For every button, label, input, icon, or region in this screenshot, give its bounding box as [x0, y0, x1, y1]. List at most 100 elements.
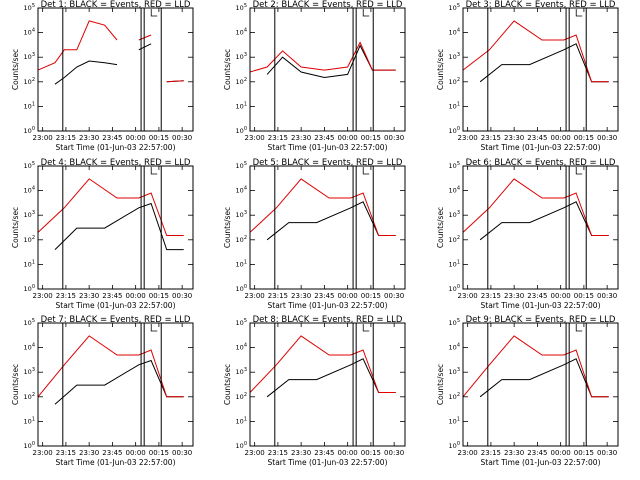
y-tick-label: 100: [449, 441, 460, 450]
x-tick-label: 23:00: [33, 134, 53, 142]
plot-frame: [462, 322, 619, 447]
series-line-lld: [249, 178, 396, 236]
x-tick-label: 23:00: [458, 449, 478, 457]
y-tick-label: 105: [24, 3, 35, 12]
series-line-lld: [37, 335, 184, 398]
x-axis-label: Start Time (01-Jun-03 22:57:00): [481, 458, 601, 467]
y-tick-label: 104: [236, 186, 247, 195]
y-tick-label: 101: [24, 259, 35, 268]
y-tick-label: 102: [236, 392, 247, 401]
y-tick-label: 103: [449, 210, 460, 219]
plot-frame: [249, 7, 406, 132]
step-marker: [575, 324, 583, 332]
plot-frame: [249, 322, 406, 447]
x-tick-label: 00:30: [384, 292, 404, 300]
y-tick-label: 102: [449, 77, 460, 86]
panel-title: Det 5: BLACK = Events, RED = LLD: [253, 158, 403, 168]
x-tick-label: 23:45: [102, 449, 122, 457]
step-marker: [150, 324, 158, 332]
y-tick-label: 101: [449, 101, 460, 110]
series-line-lld: [462, 20, 609, 83]
x-tick-label: 23:00: [33, 292, 53, 300]
y-tick-label: 104: [24, 186, 35, 195]
x-tick-label: 23:15: [481, 449, 501, 457]
x-tick-label: 23:45: [527, 134, 547, 142]
y-tick-label: 102: [24, 392, 35, 401]
x-tick-label: 23:45: [527, 449, 547, 457]
y-tick-label: 104: [236, 28, 247, 37]
y-tick-label: 104: [24, 343, 35, 352]
y-tick-label: 102: [449, 392, 460, 401]
series-line-lld: [37, 178, 184, 236]
x-tick-label: 00:00: [338, 449, 358, 457]
y-tick-label: 102: [449, 235, 460, 244]
series-line-events: [266, 201, 396, 241]
y-tick-label: 101: [236, 416, 247, 425]
series-line-events: [266, 358, 396, 398]
y-tick-label: 101: [449, 259, 460, 268]
y-tick-label: 104: [236, 343, 247, 352]
y-tick-label: 105: [24, 161, 35, 170]
series-line-events: [266, 44, 396, 79]
x-tick-label: 00:15: [361, 292, 381, 300]
y-tick-label: 105: [24, 318, 35, 327]
x-tick-label: 23:30: [291, 292, 311, 300]
x-tick-label: 23:00: [33, 449, 53, 457]
y-axis-label: Counts/sec: [436, 207, 445, 248]
plot-frame: [462, 165, 619, 290]
x-axis-label: Start Time (01-Jun-03 22:57:00): [268, 301, 388, 310]
x-axis-label: Start Time (01-Jun-03 22:57:00): [268, 143, 388, 152]
step-marker: [362, 167, 370, 175]
x-tick-label: 00:00: [551, 449, 571, 457]
x-tick-label: 23:30: [291, 134, 311, 142]
y-tick-label: 105: [236, 3, 247, 12]
panel-title: Det 4: BLACK = Events, RED = LLD: [41, 158, 191, 168]
x-tick-label: 23:15: [56, 134, 76, 142]
series-line-lld: [249, 41, 396, 73]
y-tick-label: 100: [449, 126, 460, 135]
panel-title: Det 9: BLACK = Events, RED = LLD: [466, 315, 616, 325]
y-tick-label: 104: [449, 186, 460, 195]
x-tick-label: 23:00: [458, 292, 478, 300]
y-axis-label: Counts/sec: [223, 364, 232, 405]
y-tick-label: 103: [236, 367, 247, 376]
y-tick-label: 103: [236, 52, 247, 61]
panel-title: Det 8: BLACK = Events, RED = LLD: [253, 315, 403, 325]
x-tick-label: 23:15: [268, 449, 288, 457]
y-tick-label: 105: [449, 3, 460, 12]
x-tick-label: 00:00: [126, 134, 146, 142]
x-tick-label: 23:15: [481, 134, 501, 142]
x-axis-label: Start Time (01-Jun-03 22:57:00): [481, 143, 601, 152]
x-axis-label: Start Time (01-Jun-03 22:57:00): [56, 458, 176, 467]
x-tick-label: 23:30: [79, 134, 99, 142]
plot-frame: [249, 165, 406, 290]
x-axis-label: Start Time (01-Jun-03 22:57:00): [481, 301, 601, 310]
x-tick-label: 00:15: [574, 134, 594, 142]
y-tick-label: 103: [24, 367, 35, 376]
x-tick-label: 00:15: [149, 134, 169, 142]
y-tick-label: 102: [24, 77, 35, 86]
step-marker: [150, 9, 158, 17]
x-tick-label: 00:00: [338, 292, 358, 300]
y-tick-label: 100: [24, 126, 35, 135]
y-tick-label: 104: [24, 28, 35, 37]
y-tick-label: 103: [24, 52, 35, 61]
x-tick-label: 00:30: [597, 134, 617, 142]
x-axis-label: Start Time (01-Jun-03 22:57:00): [56, 301, 176, 310]
panel-title: Det 1: BLACK = Events, RED = LLD: [41, 0, 191, 10]
x-axis-label: Start Time (01-Jun-03 22:57:00): [268, 458, 388, 467]
detector-panel-2: Det 2: BLACK = Events, RED = LLD 23:00 23:…: [223, 0, 406, 152]
x-tick-label: 00:15: [574, 292, 594, 300]
x-tick-label: 23:45: [102, 134, 122, 142]
panel-title: Det 2: BLACK = Events, RED = LLD: [253, 0, 403, 10]
x-tick-label: 23:15: [268, 292, 288, 300]
x-tick-label: 23:00: [245, 134, 265, 142]
y-tick-label: 105: [236, 161, 247, 170]
y-tick-label: 100: [24, 441, 35, 450]
y-tick-label: 101: [236, 259, 247, 268]
x-tick-label: 00:30: [172, 292, 192, 300]
series-line-lld: [462, 178, 609, 236]
y-tick-label: 101: [24, 416, 35, 425]
